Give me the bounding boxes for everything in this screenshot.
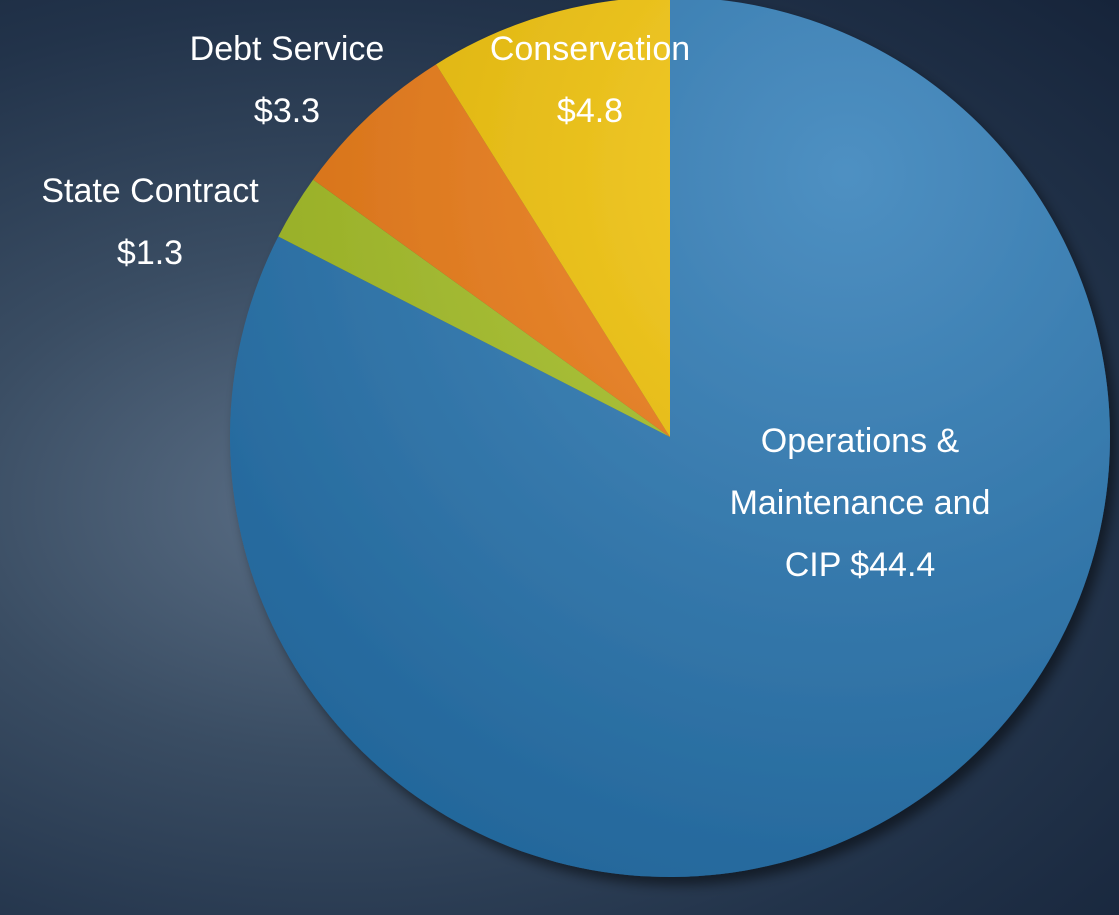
slice-label: State Contract $1.3 bbox=[0, 160, 300, 284]
slice-label: Conservation $4.8 bbox=[440, 18, 740, 142]
category-label: Conservation bbox=[489, 30, 691, 68]
category-label: State Contract bbox=[41, 172, 259, 210]
value-label: $44.4 bbox=[850, 546, 936, 584]
value-label: $4.8 bbox=[556, 92, 624, 130]
value-label: $1.3 bbox=[116, 234, 184, 272]
category-label: Debt Service bbox=[189, 30, 385, 68]
slice-label: Operations & Maintenance and CIP $44.4 bbox=[700, 410, 1020, 596]
category-label: Operations & Maintenance and CIP bbox=[729, 422, 991, 584]
value-label: $3.3 bbox=[253, 92, 321, 130]
slice-label: Debt Service $3.3 bbox=[137, 18, 437, 142]
